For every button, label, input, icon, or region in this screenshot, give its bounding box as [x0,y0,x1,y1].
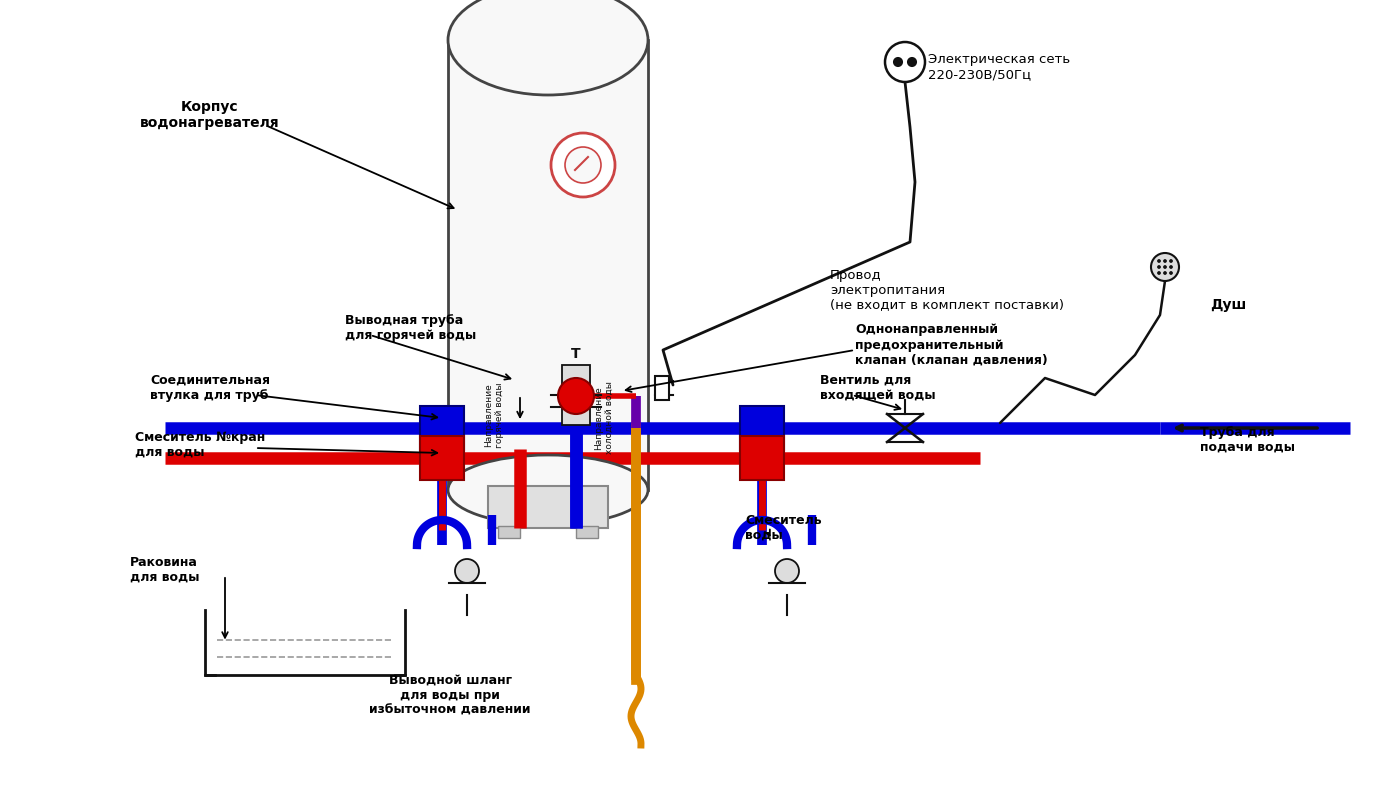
Bar [419,436,464,480]
Circle shape [1169,271,1172,274]
Bar [740,406,783,450]
Circle shape [1157,266,1161,269]
Circle shape [551,133,614,197]
Circle shape [558,378,594,414]
Text: Соединительная
втулка для труб: Соединительная втулка для труб [149,374,270,402]
Bar [448,40,648,490]
Text: T: T [572,347,581,361]
Circle shape [565,147,601,183]
Bar [576,526,598,538]
Circle shape [894,58,902,66]
Circle shape [1157,271,1161,274]
Bar [740,436,783,480]
Text: Смеситель №кран
для воды: Смеситель №кран для воды [136,431,266,459]
Text: Вентиль для
входящей воды: Вентиль для входящей воды [819,374,936,402]
Text: Однонаправленный
предохранительный
клапан (клапан давления): Однонаправленный предохранительный клапа… [855,323,1048,366]
Circle shape [884,42,925,82]
Text: Раковина
для воды: Раковина для воды [130,556,199,584]
Circle shape [1164,271,1167,274]
Ellipse shape [448,0,648,95]
Text: Направление
холодной воды: Направление холодной воды [594,382,613,454]
Circle shape [1169,259,1172,262]
Circle shape [1169,266,1172,269]
Circle shape [1164,259,1167,262]
Circle shape [455,559,479,583]
Circle shape [1164,266,1167,269]
Text: Направление
горячей воды: Направление горячей воды [484,382,504,448]
Text: Труба для
подачи воды: Труба для подачи воды [1200,426,1295,454]
Text: Выводная труба
для горячей воды: Выводная труба для горячей воды [345,314,476,342]
Text: Электрическая сеть
220-230В/50Гц: Электрическая сеть 220-230В/50Гц [929,53,1070,81]
Circle shape [775,559,799,583]
Text: Выводной шланг
для воды при
избыточном давлении: Выводной шланг для воды при избыточном д… [370,674,530,717]
Bar [498,526,520,538]
Bar [419,406,464,450]
Text: Провод
электропитания
(не входит в комплект поставки): Провод электропитания (не входит в компл… [830,269,1064,311]
Text: Душ: Душ [1210,298,1246,312]
Bar [562,365,590,425]
Circle shape [908,58,916,66]
Ellipse shape [448,455,648,525]
Text: Корпус
водонагревателя: Корпус водонагревателя [140,100,280,130]
Bar [655,376,668,400]
Circle shape [1151,253,1179,281]
Circle shape [1157,259,1161,262]
Text: Смеситель
воды: Смеситель воды [745,514,822,542]
Bar [489,486,608,528]
